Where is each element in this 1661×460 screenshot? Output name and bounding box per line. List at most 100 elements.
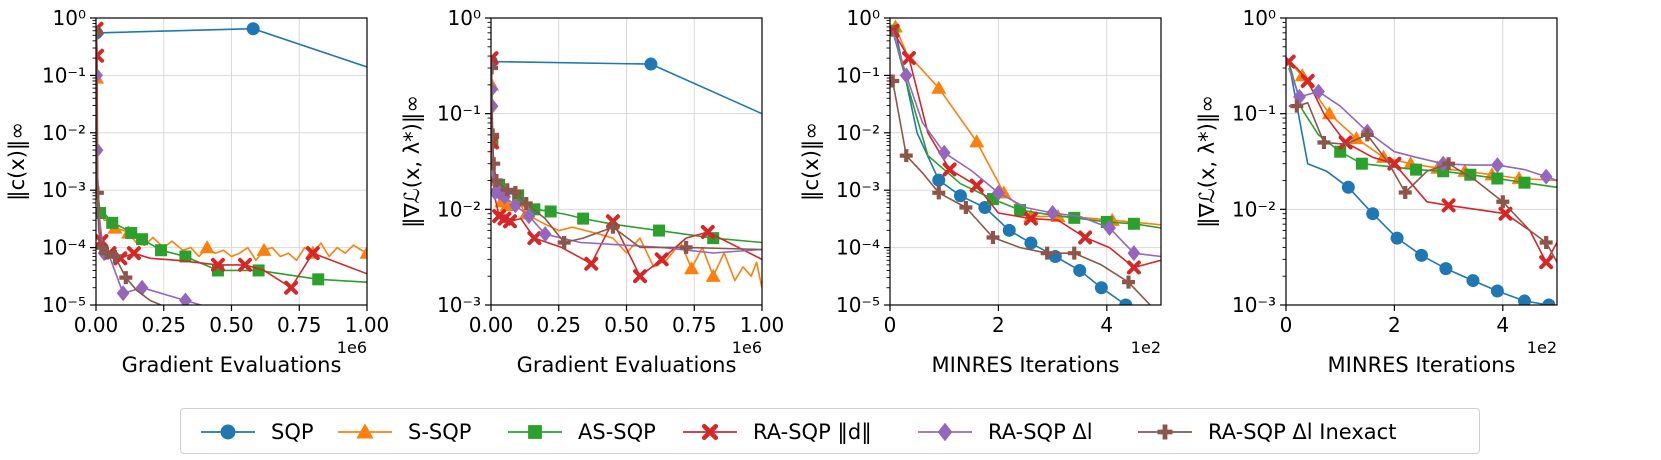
data-point [179,292,192,305]
series-group [890,19,1161,305]
y-tick-label: 10⁻² [437,197,481,221]
data-point [1334,145,1347,158]
x-axis-label: Gradient Evaluations [122,353,342,377]
data-point [1126,260,1141,275]
data-point [969,178,984,193]
data-point [1127,245,1141,262]
legend-label: RA-SQP Δl [988,420,1093,444]
legend-marker [356,423,374,439]
data-point [126,246,141,261]
data-point [684,261,700,275]
x-tick-label: 0.50 [209,313,254,337]
x-tick-label: 0 [884,313,897,337]
data-point [491,81,498,98]
legend-item: S-SQP [336,409,471,455]
x-tick-label: 2 [992,313,1005,337]
x-axis-label: Gradient Evaluations [517,353,737,377]
legend-item: SQP [199,409,314,455]
series-line-ra-sqp-l [96,75,204,305]
data-point [1023,211,1038,226]
legend-item: RA-SQP ‖d‖ [681,409,872,455]
data-point [256,242,272,256]
data-point [492,184,506,201]
data-point [500,183,514,197]
data-point [932,173,946,187]
y-tick-label: 10⁰ [847,6,880,30]
data-point [577,212,590,225]
series-group [96,21,367,305]
panel-4: 0 2 4 1e2 10⁰ 10⁻¹ 10⁻² 10⁻³ MINRES Iterations ‖∇… [1195,6,1558,377]
legend-item: AS-SQP [506,409,656,455]
data-point [1539,255,1554,270]
y-tick-label: 10⁰ [53,6,86,30]
y-tick-label: 10⁻³ [437,293,481,317]
data-point [1518,176,1531,189]
data-point [992,184,1005,201]
data-point [108,249,122,263]
legend-swatch [338,423,392,439]
data-point [942,162,957,177]
y-tick-label: 10⁻¹ [437,102,481,126]
data-point [519,197,533,211]
data-point [96,186,104,200]
data-point [116,285,130,302]
y-tick-label: 10⁻⁴ [836,236,880,260]
legend-label: AS-SQP [578,420,656,444]
x-tick-label: 1.00 [345,313,390,337]
data-point [136,233,149,246]
x-tick-label: 0.50 [604,313,649,337]
x-tick-label: 2 [1388,313,1401,337]
y-tick-label: 10⁻¹ [42,63,86,87]
data-point [305,246,320,261]
legend-label: SQP [271,420,314,444]
data-point [1067,246,1081,260]
data-point [1312,83,1325,100]
data-point [1442,157,1456,171]
data-point [1290,99,1304,113]
y-axis-label: ‖c(x)‖∞ [5,122,30,201]
data-point [1094,281,1108,295]
series-line-ra-sqp-l [891,30,1161,258]
data-point [606,220,620,234]
x-tick-label: 1.00 [740,313,785,337]
legend-swatch [508,425,562,439]
data-point [654,252,669,267]
data-point [1338,135,1353,150]
data-point [1441,198,1456,213]
data-point [155,244,168,257]
legend-label: RA-SQP Δl Inexact [1208,420,1397,444]
data-point [705,268,721,282]
data-point [1490,157,1504,174]
data-point [1498,206,1513,221]
x-tick-label: 4 [1496,313,1509,337]
y-tick-label: 10⁻² [836,121,880,145]
data-point [1360,128,1374,142]
data-point [1046,205,1059,222]
data-point [1024,236,1038,250]
y-tick-label: 10⁻¹ [1232,102,1276,126]
series-line-sqp [894,30,1128,305]
data-point [953,189,967,203]
data-point [1355,157,1368,170]
data-point [899,149,913,163]
data-point [1119,298,1133,305]
data-point [1415,248,1428,262]
data-point [1410,163,1423,176]
data-point [986,230,1000,244]
data-point [1002,223,1016,237]
data-point [284,280,299,295]
series-line-ra-sqp-l-inexact [891,80,1151,305]
data-point [312,273,325,286]
data-point [1366,207,1380,221]
data-point [1439,262,1453,276]
series-line-as-sqp [891,30,1161,229]
legend-item: RA-SQP Δl [916,409,1093,455]
data-point [359,245,367,259]
data-point [96,234,109,249]
data-point [1293,88,1306,105]
data-point [1496,195,1510,209]
data-point [557,236,571,250]
x-multiplier: 1e6 [337,338,367,357]
panel-3: 0 2 4 1e2 10⁰ 10⁻¹ 10⁻² 10⁻³ 10⁻⁴ 10⁻⁵ MINRES Iter… [799,6,1162,377]
